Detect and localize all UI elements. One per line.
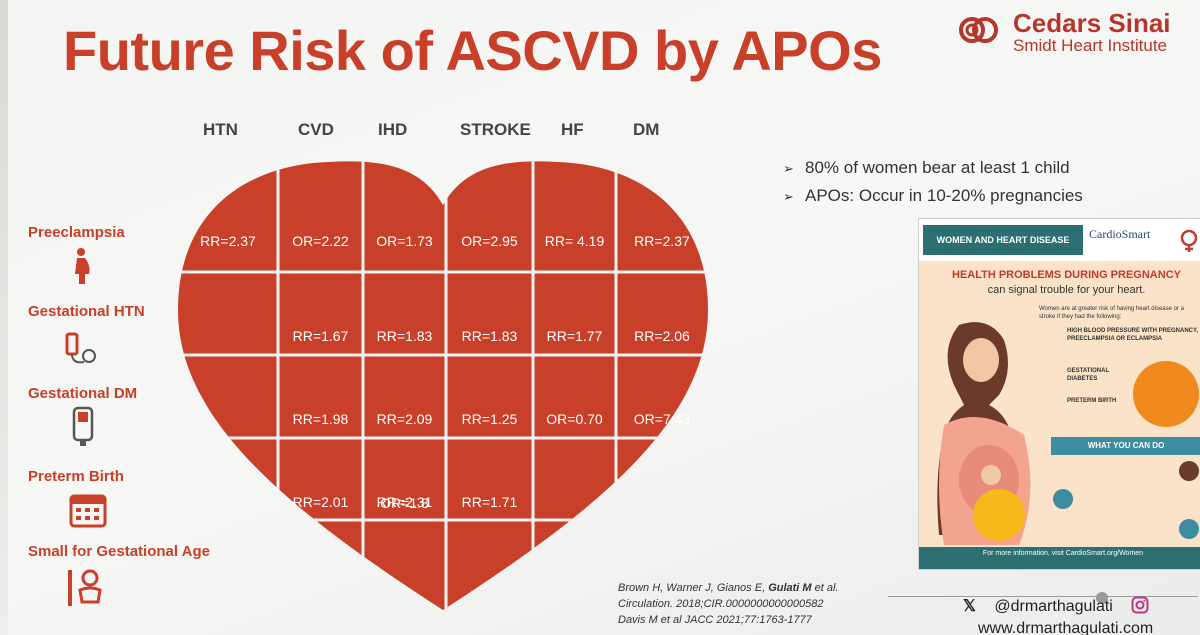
heart-cell-value: RR=1.98 bbox=[293, 411, 349, 427]
heart-cell-value: OR=2.22 bbox=[292, 233, 349, 249]
infographic-band: WOMEN AND HEART DISEASE bbox=[923, 225, 1083, 255]
social-handle: @drmarthagulati bbox=[994, 598, 1113, 615]
infographic-item-3: PRETERM BIRTH bbox=[1067, 398, 1117, 404]
heart-cell-value: RR=2.06 bbox=[634, 328, 690, 344]
heart-cell-value: RR=1.83 bbox=[377, 328, 433, 344]
pregnant-woman-icon bbox=[75, 248, 90, 284]
citation-line-3: Davis M et al JACC 2021;77:1763-1777 bbox=[618, 614, 812, 626]
bullet-item: ➢ APOs: Occur in 10-20% pregnancies bbox=[783, 186, 1083, 206]
bullet-item: ➢ 80% of women bear at least 1 child bbox=[783, 158, 1083, 178]
action-icons bbox=[1053, 461, 1199, 539]
x-logo-icon: 𝕏 bbox=[963, 598, 976, 615]
brand-name: Cedars Sinai bbox=[1013, 8, 1171, 38]
citation-authors: Brown H, Warner J, Gianos E, bbox=[618, 582, 769, 594]
cardiosmart-infographic: WOMEN AND HEART DISEASE CardioSmart HEAL… bbox=[918, 218, 1200, 570]
infographic-header: WOMEN AND HEART DISEASE CardioSmart bbox=[919, 219, 1200, 261]
infographic-item-1: HIGH BLOOD PRESSURE WITH PREGNANCY, PREE… bbox=[1067, 328, 1199, 342]
heart-cell-value: OR=7.43 bbox=[634, 411, 691, 427]
col-header-hf: HF bbox=[561, 120, 584, 139]
citation-bold-author: Gulati M bbox=[768, 582, 812, 594]
heart-cell-value: OR=1.8 bbox=[380, 495, 429, 511]
row-label-preterm-birth: Preterm Birth bbox=[28, 468, 124, 485]
glucose-meter-icon bbox=[72, 406, 94, 446]
infographic-subheading: can signal trouble for your heart. bbox=[987, 284, 1146, 296]
slide: Future Risk of ASCVD by APOs Cedars Sina… bbox=[8, 0, 1200, 635]
infographic-intro: Women are at greater risk of having hear… bbox=[1039, 306, 1184, 320]
heart-cell-value: RR=2.09 bbox=[377, 411, 433, 427]
heart-cell-value: RR=1.77 bbox=[547, 328, 603, 344]
infographic-what-you-can-do: WHAT YOU CAN DO bbox=[1051, 437, 1200, 455]
bullet-list: ➢ 80% of women bear at least 1 child ➢ APO… bbox=[783, 158, 1083, 214]
calendar-icon bbox=[69, 494, 107, 528]
heart-cell-value: RR=1.83 bbox=[462, 328, 518, 344]
heart-cell-value: RR=1.25 bbox=[462, 411, 518, 427]
bullet-text: 80% of women bear at least 1 child bbox=[805, 158, 1070, 177]
footer-divider bbox=[888, 596, 1198, 597]
arrow-bullet-icon: ➢ bbox=[783, 161, 794, 176]
col-header-cvd: CVD bbox=[298, 120, 334, 139]
citation: Brown H, Warner J, Gianos E, Gulati M et… bbox=[618, 580, 838, 628]
row-label-gestational-htn: Gestational HTN bbox=[28, 303, 145, 320]
female-heart-icon bbox=[1180, 229, 1198, 252]
infographic-footer: For more information, visit CardioSmart.… bbox=[919, 547, 1200, 569]
heart-cell-value: OR=1.73 bbox=[376, 233, 433, 249]
brand-subtitle: Smidt Heart Institute bbox=[1013, 36, 1168, 55]
blood-pressure-cuff-icon bbox=[65, 332, 96, 364]
col-header-dm: DM bbox=[633, 120, 660, 139]
heart-cell-value: OR=2.95 bbox=[461, 233, 518, 249]
heart-svg: RR=2.37 OR=2.22 OR=1.73 OR=2.95 RR= 4.19 RR=2… bbox=[178, 161, 708, 611]
baby-icon bbox=[68, 569, 102, 606]
instagram-icon bbox=[1131, 596, 1149, 614]
heart-cell-value: RR=2.37 bbox=[200, 233, 256, 249]
citation-line-2: Circulation. 2018;CIR.0000000000000582 bbox=[618, 598, 824, 610]
infographic-item-2: GESTATIONAL DIABETES bbox=[1067, 368, 1109, 382]
orange-callout-circle bbox=[1133, 361, 1199, 427]
heart-shape bbox=[178, 161, 708, 611]
slide-dot bbox=[1096, 592, 1108, 604]
heart-cell-value: RR=1.71 bbox=[462, 494, 518, 510]
col-header-stroke: STROKE bbox=[460, 120, 531, 139]
heart-cell-value: RR=2.01 bbox=[293, 494, 349, 510]
heart-cell-value: RR=1.67 bbox=[293, 328, 349, 344]
yellow-callout-circle bbox=[973, 489, 1025, 541]
heart-matrix: RR=2.37 OR=2.22 OR=1.73 OR=2.95 RR= 4.19 RR=2… bbox=[168, 150, 718, 620]
citation-etal: et al. bbox=[811, 582, 839, 594]
infographic-heading: HEALTH PROBLEMS DURING PREGNANCY bbox=[952, 269, 1181, 281]
arrow-bullet-icon: ➢ bbox=[783, 189, 794, 204]
col-header-htn: HTN bbox=[203, 120, 238, 139]
row-label-sga: Small for Gestational Age bbox=[28, 543, 210, 560]
row-label-gestational-dm: Gestational DM bbox=[28, 385, 138, 402]
col-header-ihd: IHD bbox=[378, 120, 408, 139]
bullet-text: APOs: Occur in 10-20% pregnancies bbox=[805, 186, 1083, 205]
infographic-source: CardioSmart bbox=[1089, 227, 1151, 241]
heart-cell-value: RR=2.31 bbox=[377, 494, 433, 510]
heart-cell-value: RR=2.37 bbox=[634, 233, 690, 249]
cedars-sinai-logo-icon bbox=[959, 17, 998, 43]
pregnant-woman-illustration-icon bbox=[937, 322, 1031, 545]
slide-title: Future Risk of ASCVD by APOs bbox=[63, 19, 882, 82]
row-label-preeclampsia: Preeclampsia bbox=[28, 224, 125, 241]
cedars-sinai-brand: Cedars Sinai Smidt Heart Institute bbox=[958, 6, 1198, 58]
heart-cell-value: RR= 4.19 bbox=[545, 233, 605, 249]
website-url: www.drmarthagulati.com bbox=[978, 620, 1154, 635]
heart-cell-value: OR=0.70 bbox=[546, 411, 603, 427]
social-handle-row: 𝕏 @drmarthagulati bbox=[963, 596, 1149, 616]
